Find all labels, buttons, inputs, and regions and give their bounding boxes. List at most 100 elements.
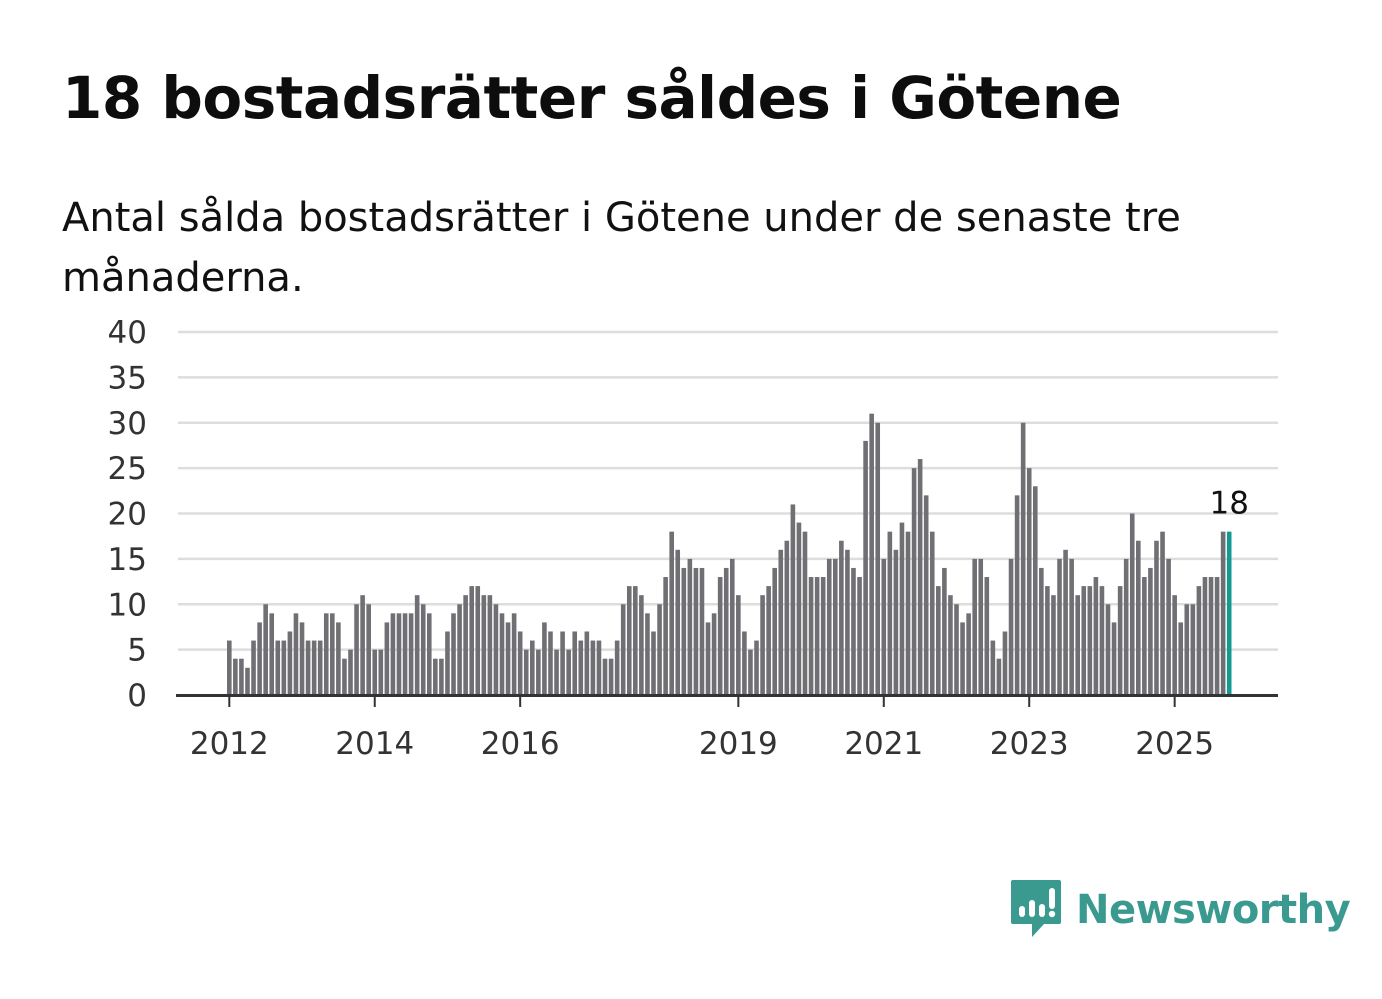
bar xyxy=(426,613,432,695)
bar xyxy=(463,595,468,695)
bar xyxy=(663,577,668,695)
bar xyxy=(1105,604,1111,695)
bar xyxy=(923,495,929,695)
bar xyxy=(857,577,862,695)
x-tick-label: 2023 xyxy=(990,726,1069,762)
bar xyxy=(336,622,341,695)
bar xyxy=(796,522,802,695)
bar xyxy=(572,631,578,695)
bar xyxy=(911,468,917,695)
page-title: 18 bostadsrätter såldes i Götene xyxy=(62,64,1122,132)
bar xyxy=(717,577,723,695)
newsworthy-logo-icon xyxy=(1011,880,1061,937)
bar xyxy=(620,604,626,695)
bar xyxy=(645,613,650,695)
bar xyxy=(451,613,456,695)
bar xyxy=(869,413,874,695)
bar xyxy=(396,613,402,695)
bar xyxy=(960,622,965,695)
bar xyxy=(317,640,323,695)
bar xyxy=(305,640,311,695)
bar xyxy=(1002,631,1008,695)
bar xyxy=(893,549,899,695)
bar xyxy=(342,658,347,695)
bar xyxy=(954,604,959,695)
bar xyxy=(736,595,741,695)
highlight-value-label: 18 xyxy=(1209,486,1248,522)
bar xyxy=(517,631,523,695)
bar xyxy=(548,631,553,695)
bar xyxy=(1184,604,1190,695)
bar xyxy=(1136,540,1141,695)
bar-highlight xyxy=(1226,531,1232,695)
chart-subtitle: Antal sålda bostadsrätter i Götene under… xyxy=(62,195,1181,301)
brand-name: Newsworthy xyxy=(1076,887,1351,933)
bar xyxy=(651,631,656,695)
bar xyxy=(693,567,699,695)
bar xyxy=(457,604,462,695)
bar xyxy=(1160,531,1165,695)
bar xyxy=(584,631,590,695)
bar xyxy=(705,622,711,695)
bar xyxy=(1196,586,1202,695)
bar xyxy=(1117,586,1123,695)
bar xyxy=(633,586,638,695)
bar xyxy=(287,631,293,695)
bar xyxy=(493,604,499,695)
bar xyxy=(1069,558,1074,695)
bar xyxy=(330,613,335,695)
bar xyxy=(1202,577,1208,695)
bar xyxy=(1190,604,1196,695)
bar xyxy=(1051,595,1056,695)
bar xyxy=(984,577,990,695)
bar xyxy=(1093,577,1099,695)
bar xyxy=(263,604,268,695)
bar xyxy=(1154,540,1159,695)
bar xyxy=(445,631,450,695)
bar xyxy=(323,613,329,695)
bar xyxy=(1208,577,1214,695)
bar xyxy=(566,649,571,695)
bar xyxy=(772,567,777,695)
bar xyxy=(384,622,390,695)
y-tick-label: 10 xyxy=(108,587,147,623)
bar xyxy=(275,640,281,695)
bar xyxy=(390,613,396,695)
bar xyxy=(657,604,662,695)
bar xyxy=(433,658,438,695)
x-tick-label: 2025 xyxy=(1135,726,1214,762)
bar xyxy=(1123,558,1129,695)
bar xyxy=(942,567,947,695)
bar xyxy=(299,622,305,695)
bar xyxy=(917,459,923,695)
bar xyxy=(681,567,687,695)
bar xyxy=(948,595,953,695)
bar xyxy=(1057,558,1062,695)
bar xyxy=(729,558,735,695)
bar xyxy=(1014,495,1020,695)
bar xyxy=(1148,567,1153,695)
bar xyxy=(608,658,614,695)
bar xyxy=(1111,622,1117,695)
bar xyxy=(554,649,559,695)
bar xyxy=(414,595,420,695)
bar xyxy=(536,649,541,695)
bar xyxy=(481,595,487,695)
bar xyxy=(239,658,244,695)
bar xyxy=(1075,595,1080,695)
bar xyxy=(784,540,790,695)
bar xyxy=(990,640,996,695)
bar xyxy=(669,531,674,695)
bar xyxy=(790,504,796,695)
bar xyxy=(996,658,1002,695)
bar xyxy=(1166,558,1171,695)
bar xyxy=(887,531,893,695)
brand-logo: Newsworthy xyxy=(1010,878,1351,942)
bar xyxy=(863,440,868,695)
bar xyxy=(966,613,971,695)
bar xyxy=(1020,422,1026,695)
y-tick-label: 0 xyxy=(127,678,147,714)
bar xyxy=(723,567,729,695)
bar xyxy=(578,640,584,695)
